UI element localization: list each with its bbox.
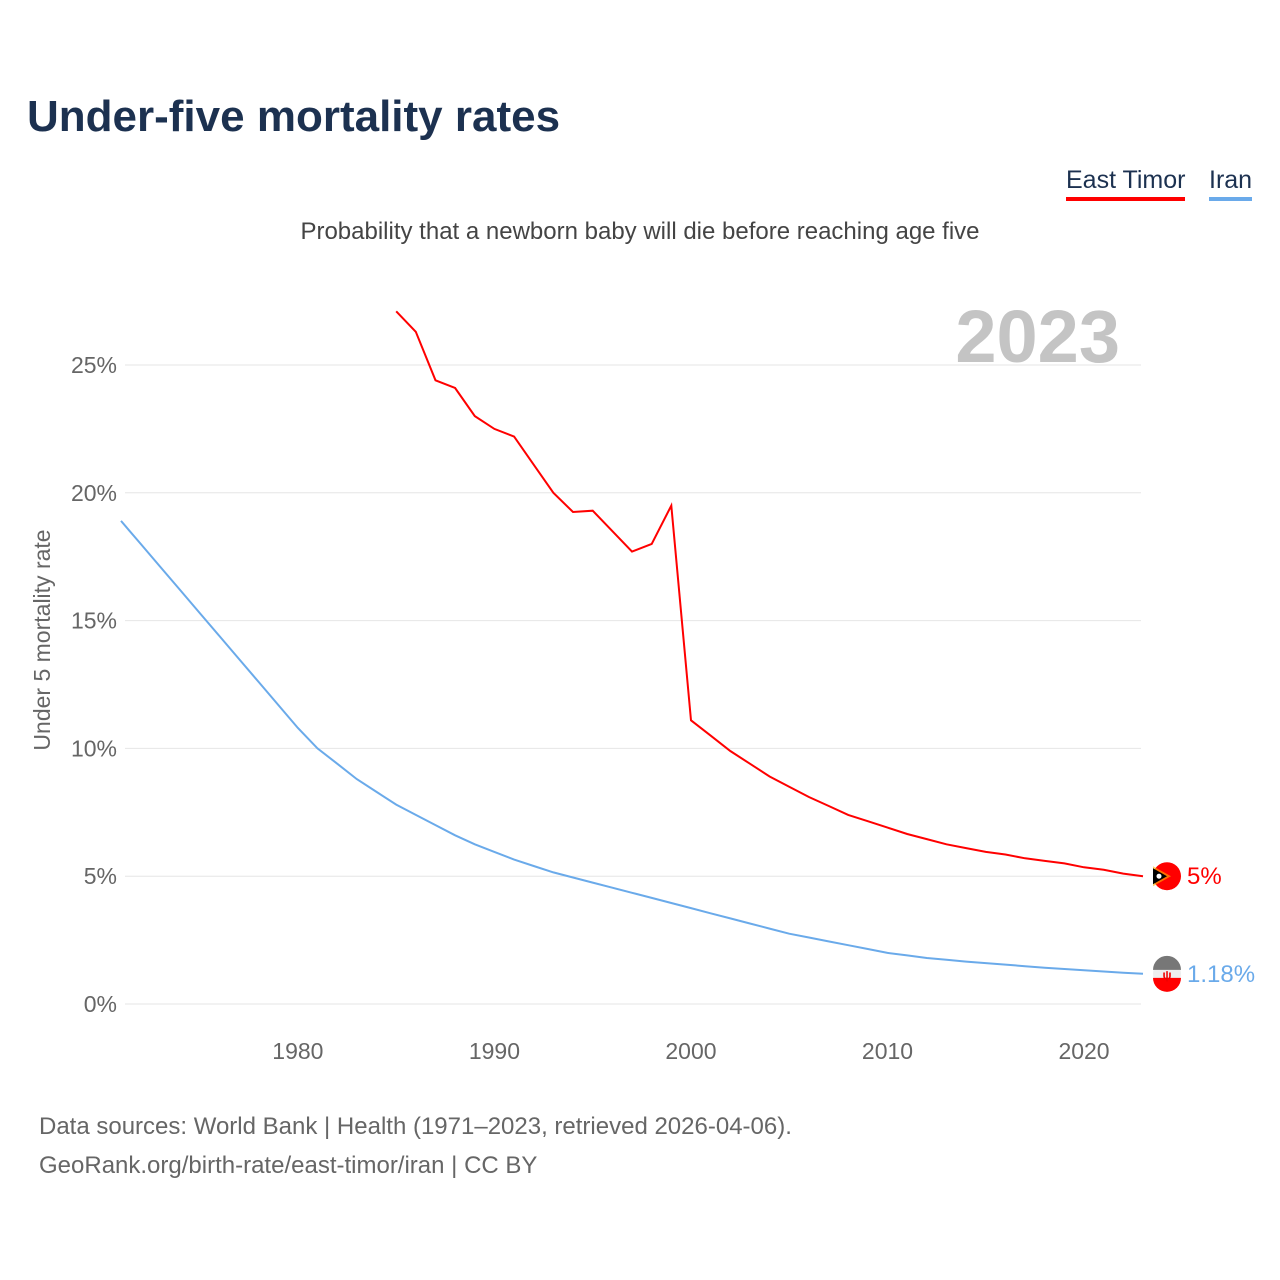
y-tick-label: 5% [84,863,117,889]
series-line-east-timor [395,310,1144,878]
source-note: Data sources: World Bank | Health (1971–… [39,1107,792,1185]
y-tick-label: 25% [71,352,117,378]
flag-star [1156,873,1162,879]
year-label: 2023 [955,295,1120,378]
source-line-2[interactable]: GeoRank.org/birth-rate/east-timor/iran |… [39,1152,538,1179]
end-value-label: 5% [1187,863,1222,890]
legend-iran[interactable]: Iran [1209,166,1253,201]
series-line-iran [120,520,1144,975]
x-tick-label: 2010 [862,1038,913,1064]
flag-stripe [1153,955,1181,970]
y-tick-label: 15% [71,608,117,634]
x-tick-label: 1980 [272,1038,323,1064]
end-value-label: 1.18% [1187,961,1255,988]
legend-east-timor[interactable]: East Timor [1066,166,1186,201]
y-tick-label: 10% [71,735,117,761]
flag-emblem: ψ [1162,968,1171,982]
y-axis-label: Under 5 mortality rate [29,529,55,750]
x-tick-label: 1990 [469,1038,520,1064]
y-tick-label: 20% [71,480,117,506]
flag-stripe [1153,977,1181,992]
source-line-1: Data sources: World Bank | Health (1971–… [39,1113,792,1140]
x-tick-label: 2000 [665,1038,716,1064]
x-tick-label: 2020 [1058,1038,1109,1064]
chart-title: Under-five mortality rates [27,92,561,141]
chart-subtitle: Probability that a newborn baby will die… [300,218,980,245]
y-tick-label: 0% [84,991,117,1017]
